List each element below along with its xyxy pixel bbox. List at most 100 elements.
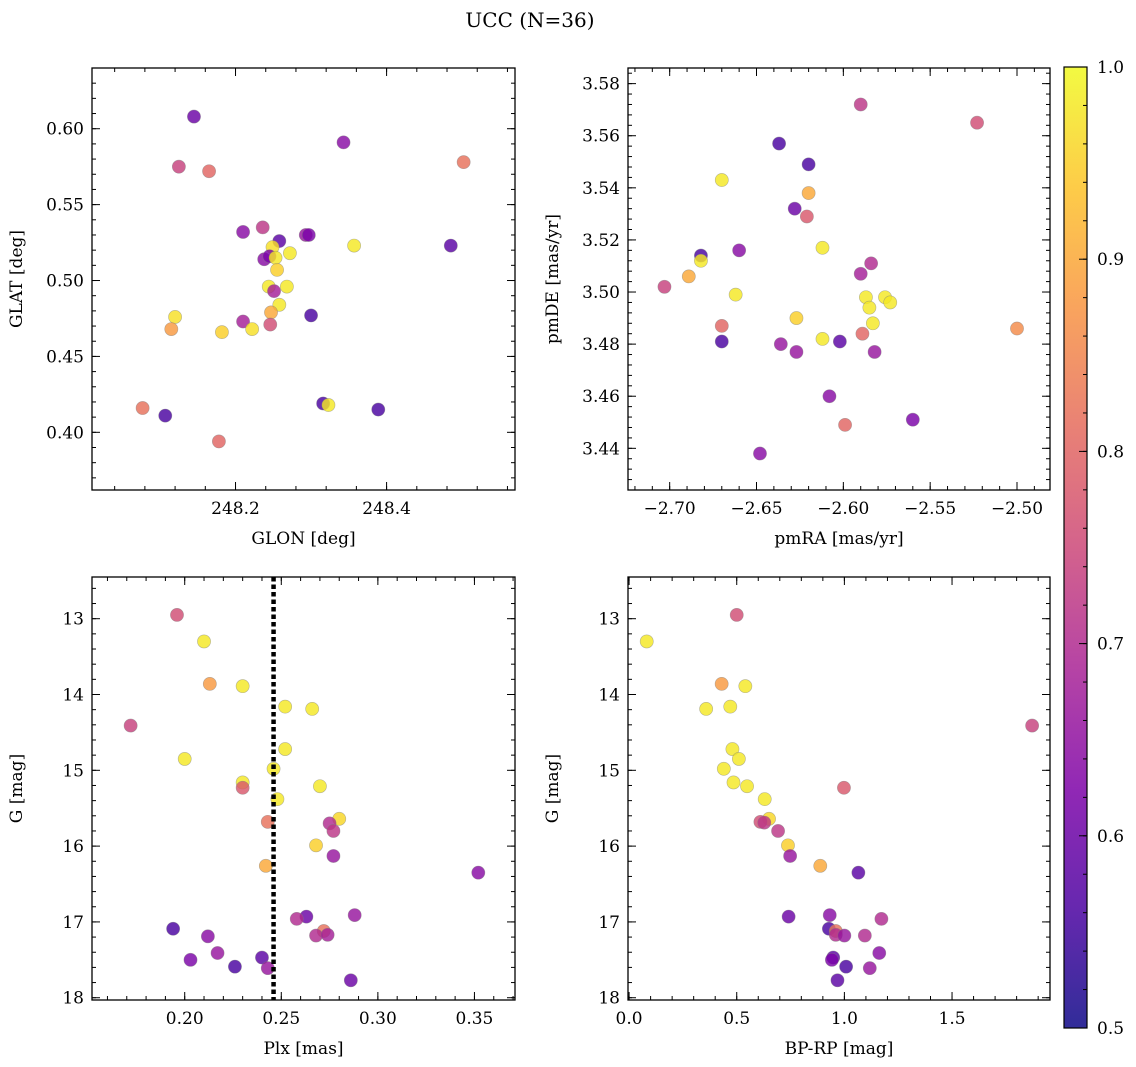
data-point <box>781 909 796 924</box>
data-point <box>245 322 260 336</box>
data-point <box>123 718 138 733</box>
data-point <box>857 928 872 943</box>
y-axis-label: GLAT [deg] <box>7 230 27 328</box>
y-axis-label: G [mag] <box>7 754 27 823</box>
data-point <box>726 775 741 790</box>
data-point <box>853 266 868 281</box>
data-point <box>168 310 182 324</box>
y-tick-label: 3.44 <box>582 439 620 459</box>
data-point <box>639 634 654 649</box>
data-point <box>725 742 740 756</box>
y-tick-label: 3.48 <box>582 335 620 355</box>
data-point <box>837 928 852 943</box>
x-tick-label: 1.5 <box>939 1009 966 1029</box>
data-point <box>326 824 341 838</box>
data-point <box>905 412 920 427</box>
y-tick-label: 13 <box>62 610 84 630</box>
data-point <box>197 634 211 649</box>
data-point <box>822 908 837 922</box>
data-point <box>471 865 486 880</box>
data-point <box>830 973 845 988</box>
y-tick-label: 3.56 <box>582 127 620 147</box>
data-point <box>681 269 696 284</box>
data-point <box>839 959 854 974</box>
colorbar: 0.5 0.6 0.7 0.8 0.9 1.0 <box>1063 58 1124 1039</box>
y-tick-label: 0.60 <box>46 120 84 140</box>
data-point <box>824 952 839 967</box>
x-tick-label: −2.70 <box>644 499 696 519</box>
x-axis-label: GLON [deg] <box>251 529 355 549</box>
data-point <box>714 334 729 349</box>
data-point <box>738 679 753 694</box>
scatter-points <box>135 109 471 449</box>
data-point <box>1010 321 1024 336</box>
data-point <box>211 434 226 449</box>
data-point <box>1025 718 1040 733</box>
data-point <box>757 792 772 807</box>
data-point <box>202 164 216 179</box>
data-point <box>313 779 327 794</box>
y-tick-label: 3.54 <box>582 179 620 199</box>
data-point <box>801 157 816 172</box>
data-point <box>279 279 294 294</box>
axes-frame <box>91 576 516 1001</box>
data-point <box>210 946 225 960</box>
colorbar-tick-label: 0.9 <box>1097 250 1124 270</box>
x-axis-label: BP-RP [mag] <box>785 1039 894 1059</box>
data-point <box>270 262 284 277</box>
data-point <box>970 115 984 130</box>
data-point <box>347 908 362 922</box>
data-point <box>772 136 786 151</box>
data-point <box>228 959 242 974</box>
data-point <box>347 238 362 253</box>
data-point <box>657 279 672 294</box>
y-axis-label: G [mag] <box>543 754 563 823</box>
data-point <box>771 824 785 838</box>
colorbar-tick-label: 0.5 <box>1097 1019 1124 1039</box>
y-tick-label: 16 <box>598 837 620 857</box>
data-point <box>255 950 269 965</box>
x-tick-label: −2.65 <box>730 499 782 519</box>
data-point <box>723 699 738 714</box>
data-point <box>714 318 729 333</box>
data-point <box>278 742 293 756</box>
panel-bprp-g: 0.0 0.5 1.0 1.5 13 14 15 16 17 18 BP-RP [mag] G [ma… <box>543 576 1051 1059</box>
data-point <box>801 186 816 200</box>
data-point <box>177 752 192 766</box>
x-tick-label: 0.25 <box>262 1009 300 1029</box>
data-point <box>864 256 879 271</box>
data-point <box>183 952 198 967</box>
data-point <box>158 408 173 423</box>
data-point <box>309 928 323 943</box>
scatter-points <box>639 608 1040 988</box>
scatter-points <box>123 608 486 988</box>
data-point <box>837 780 851 795</box>
data-point <box>789 311 804 325</box>
data-point <box>714 676 729 691</box>
y-tick-label: 3.52 <box>582 231 620 251</box>
x-tick-label: −2.55 <box>904 499 956 519</box>
data-point <box>838 417 852 432</box>
data-point <box>815 332 830 346</box>
data-point <box>260 814 275 829</box>
y-tick-label: 18 <box>62 989 84 1009</box>
x-tick-label: 0.30 <box>359 1009 397 1029</box>
y-tick-label: 0.50 <box>46 272 84 292</box>
data-point <box>236 225 250 239</box>
axes-frame <box>627 576 1051 1001</box>
data-point <box>336 135 351 150</box>
y-tick-label: 14 <box>598 686 620 706</box>
y-tick-label: 18 <box>598 989 620 1009</box>
data-point <box>236 314 250 329</box>
data-point <box>304 308 318 323</box>
data-point <box>166 921 181 936</box>
data-point <box>732 243 747 258</box>
y-tick-label: 17 <box>62 913 84 933</box>
data-point <box>282 246 297 261</box>
y-tick-label: 0.40 <box>46 423 84 443</box>
y-tick-label: 0.45 <box>46 347 84 367</box>
y-tick-label: 3.50 <box>582 283 620 303</box>
y-tick-label: 16 <box>62 837 84 857</box>
x-tick-label: 0.35 <box>456 1009 494 1029</box>
data-point <box>255 220 270 235</box>
